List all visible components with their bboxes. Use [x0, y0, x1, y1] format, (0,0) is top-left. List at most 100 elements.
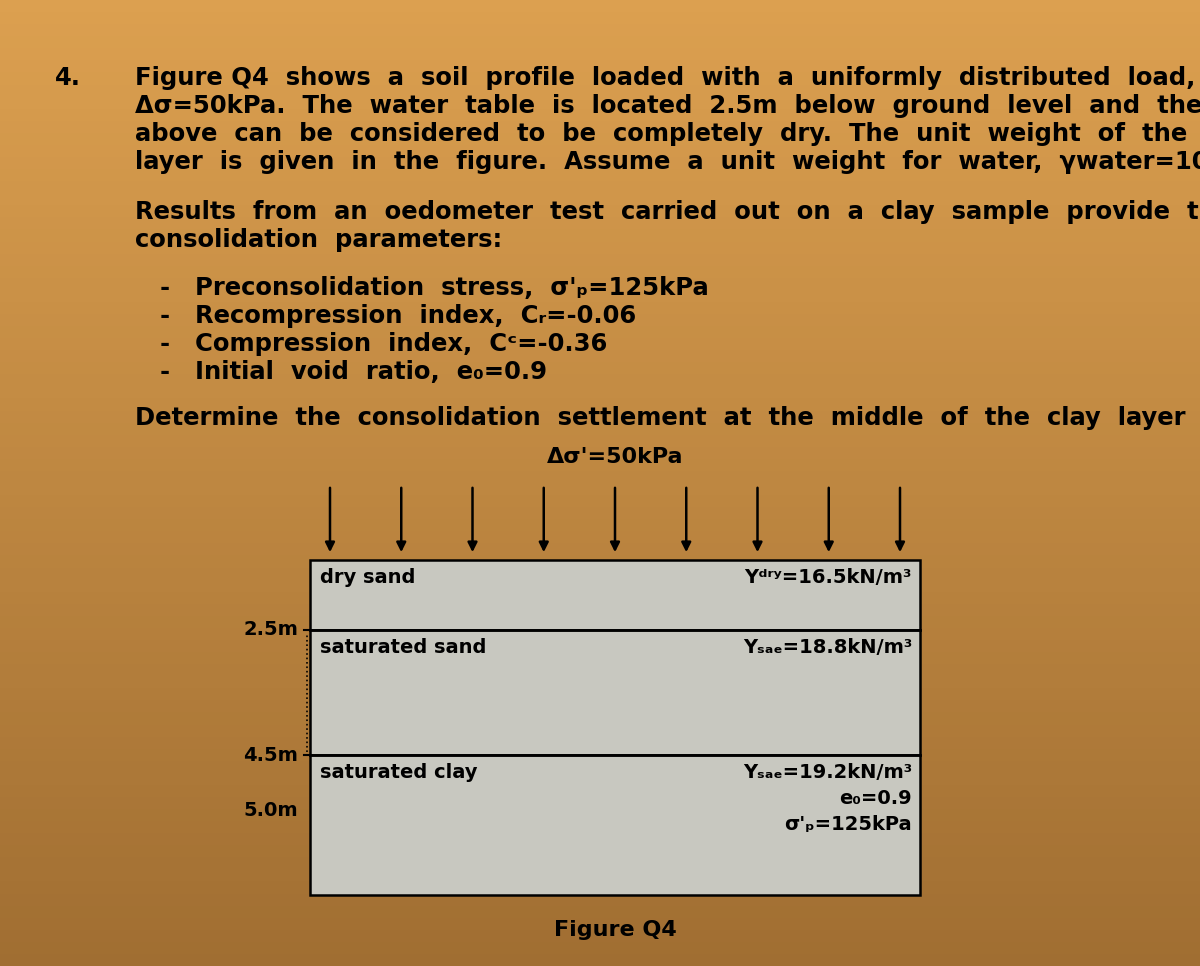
Bar — [0, 301, 1200, 314]
Bar — [0, 833, 1200, 845]
Text: 4.: 4. — [55, 66, 82, 90]
Text: above  can  be  considered  to  be  completely  dry.  The  unit  weight  of  the: above can be considered to be completely… — [134, 122, 1200, 146]
Bar — [0, 676, 1200, 688]
Text: Yₛₐₑ=19.2kN/m³: Yₛₐₑ=19.2kN/m³ — [743, 763, 912, 782]
Bar — [0, 906, 1200, 918]
Text: Yₛₐₑ=18.8kN/m³: Yₛₐₑ=18.8kN/m³ — [743, 638, 912, 657]
Bar — [0, 639, 1200, 652]
Bar — [0, 411, 1200, 423]
Text: Figure Q4: Figure Q4 — [553, 920, 677, 940]
Bar — [0, 278, 1200, 290]
Bar — [0, 736, 1200, 749]
Bar — [0, 423, 1200, 435]
Bar — [0, 761, 1200, 773]
Bar — [0, 954, 1200, 966]
Bar — [0, 374, 1200, 386]
Text: Determine  the  consolidation  settlement  at  the  middle  of  the  clay  layer: Determine the consolidation settlement a… — [134, 406, 1186, 430]
Bar — [0, 459, 1200, 471]
Bar — [0, 156, 1200, 169]
Bar — [0, 351, 1200, 362]
Bar — [0, 700, 1200, 713]
Text: saturated sand: saturated sand — [320, 638, 486, 657]
Text: dry sand: dry sand — [320, 568, 415, 587]
Bar — [0, 72, 1200, 84]
Bar — [0, 338, 1200, 351]
Bar — [0, 810, 1200, 821]
Text: Preconsolidation  stress,  σ'ₚ=125kPa: Preconsolidation stress, σ'ₚ=125kPa — [194, 276, 709, 300]
Bar — [0, 217, 1200, 230]
Bar — [0, 181, 1200, 193]
Bar — [0, 519, 1200, 531]
Bar — [0, 531, 1200, 543]
Bar — [0, 362, 1200, 374]
Bar — [0, 471, 1200, 483]
Text: -: - — [160, 276, 170, 300]
Bar — [0, 193, 1200, 205]
Bar — [0, 169, 1200, 181]
Text: Results  from  an  oedometer  test  carried  out  on  a  clay  sample  provide  : Results from an oedometer test carried o… — [134, 200, 1200, 224]
Bar — [0, 483, 1200, 495]
Text: Figure Q4  shows  a  soil  profile  loaded  with  a  uniformly  distributed  loa: Figure Q4 shows a soil profile loaded wi… — [134, 66, 1195, 90]
Bar — [0, 386, 1200, 398]
Bar — [310, 630, 920, 755]
Text: Yᵈʳʸ=16.5kN/m³: Yᵈʳʸ=16.5kN/m³ — [745, 568, 912, 587]
Bar — [0, 652, 1200, 665]
Bar — [0, 24, 1200, 36]
Bar — [0, 869, 1200, 881]
Bar — [0, 858, 1200, 869]
Text: -: - — [160, 360, 170, 384]
Bar — [0, 253, 1200, 266]
Text: σ'ₚ=125kPa: σ'ₚ=125kPa — [785, 815, 912, 835]
Bar — [310, 560, 920, 630]
Bar — [0, 616, 1200, 628]
Bar — [0, 749, 1200, 761]
Bar — [0, 568, 1200, 580]
Bar — [0, 773, 1200, 784]
Bar — [0, 314, 1200, 326]
Bar — [0, 580, 1200, 591]
Bar — [0, 97, 1200, 109]
Bar — [0, 435, 1200, 446]
Bar — [0, 929, 1200, 942]
Bar — [0, 48, 1200, 60]
Text: 2.5m: 2.5m — [244, 620, 298, 639]
Bar — [0, 12, 1200, 24]
Bar — [0, 713, 1200, 724]
Bar — [0, 821, 1200, 833]
Text: 4.5m: 4.5m — [244, 746, 298, 765]
Bar — [0, 326, 1200, 338]
Bar — [0, 121, 1200, 132]
Text: Δσ=50kPa.  The  water  table  is  located  2.5m  below  ground  level  and  the : Δσ=50kPa. The water table is located 2.5… — [134, 94, 1200, 118]
Bar — [310, 755, 920, 895]
Bar — [0, 230, 1200, 242]
Bar — [0, 604, 1200, 616]
Text: consolidation  parameters:: consolidation parameters: — [134, 228, 503, 252]
Bar — [0, 398, 1200, 411]
Bar — [0, 845, 1200, 858]
Bar — [0, 84, 1200, 97]
Bar — [0, 205, 1200, 217]
Bar — [0, 242, 1200, 253]
Bar — [0, 724, 1200, 736]
Text: 5.0m: 5.0m — [244, 801, 298, 820]
Bar — [0, 543, 1200, 555]
Text: Recompression  index,  Cᵣ=-0.06: Recompression index, Cᵣ=-0.06 — [194, 304, 636, 328]
Bar — [0, 446, 1200, 459]
Text: e₀=0.9: e₀=0.9 — [839, 789, 912, 809]
Bar — [0, 290, 1200, 301]
Bar — [0, 688, 1200, 700]
Bar — [0, 36, 1200, 48]
Text: -: - — [160, 304, 170, 328]
Bar — [0, 918, 1200, 929]
Bar — [0, 784, 1200, 797]
Bar — [0, 881, 1200, 894]
Bar — [0, 132, 1200, 145]
Bar — [0, 109, 1200, 121]
Bar — [0, 266, 1200, 278]
Text: saturated clay: saturated clay — [320, 763, 478, 782]
Bar — [0, 0, 1200, 12]
Text: -: - — [160, 332, 170, 356]
Bar — [0, 495, 1200, 507]
Bar — [0, 894, 1200, 906]
Bar — [0, 665, 1200, 676]
